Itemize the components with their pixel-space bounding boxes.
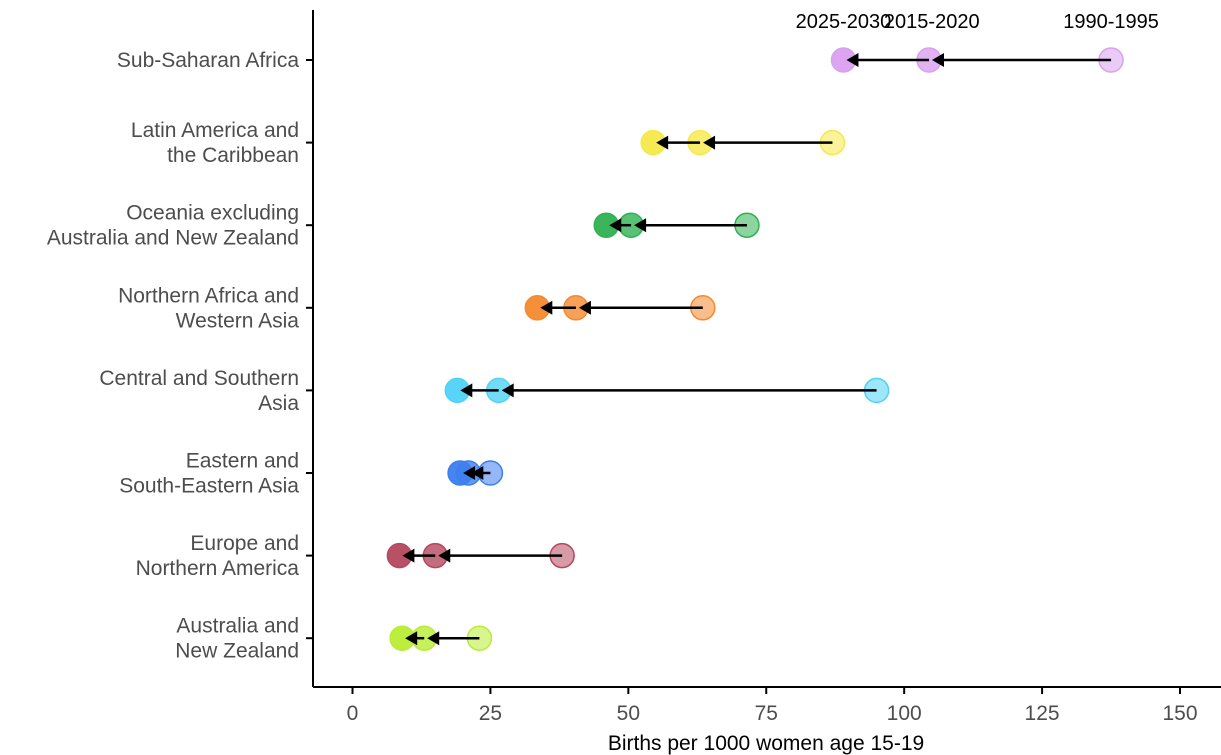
period-label: 2025-2030 [796,11,892,33]
arrow-1990-2015-head [931,53,944,67]
x-tick-label: 50 [617,702,640,725]
y-category-label: Asia [258,392,299,415]
x-tick-label: 25 [479,702,502,725]
data-marks [386,47,1124,651]
arrow-1990-2015-head [501,383,514,398]
arrow-2015-2025-head [609,218,622,233]
y-category-label: Oceania excluding [126,202,299,225]
arrow-2015-2025-head [463,466,476,480]
y-category-label: South-Eastern Asia [119,475,299,498]
arrow-1990-2015-head [634,218,647,233]
arrow-2015-2025-head [405,631,418,646]
y-category-label: Northern Africa and [118,284,299,307]
x-axis-title: Births per 1000 women age 15-19 [608,732,924,755]
axes [312,10,1221,688]
period-label: 2015-2020 [884,11,980,33]
arrow-2015-2025-head [846,53,859,67]
x-tick-label: 0 [347,702,359,725]
x-tick-label: 100 [887,702,922,725]
arrow-2015-2025-head [460,383,473,398]
x-ticks: 0 25 50 75 100 125 150 [347,687,1198,725]
y-category-label: Australia and [176,615,299,638]
arrow-2015-2025-head [402,548,415,563]
y-category-label: Northern America [136,557,300,580]
period-label: 1990-1995 [1063,11,1159,33]
arrow-1990-2015-head [578,300,591,315]
x-tick-label: 75 [755,702,778,725]
arrow-1990-2015-head [438,548,451,563]
y-category-label: the Caribbean [167,144,299,167]
y-category-label: Western Asia [176,309,300,332]
y-category-label: Australia and New Zealand [47,227,299,250]
y-category-label: Eastern and [186,450,299,473]
y-category-label: New Zealand [175,640,299,663]
arrow-2015-2025-head [540,300,553,315]
y-category-label: Central and Southern [99,367,299,390]
arrow-1990-2015-head [471,466,484,480]
y-category-label: Latin America and [131,119,299,142]
y-category-label: Sub-Saharan Africa [117,49,299,72]
arrow-1990-2015-head [703,135,716,150]
arrow-1990-2015-head [427,631,440,646]
y-category-label: Europe and [190,532,299,555]
x-tick-label: 125 [1025,702,1060,725]
x-tick-label: 150 [1162,702,1197,725]
arrow-2015-2025-head [656,135,669,150]
